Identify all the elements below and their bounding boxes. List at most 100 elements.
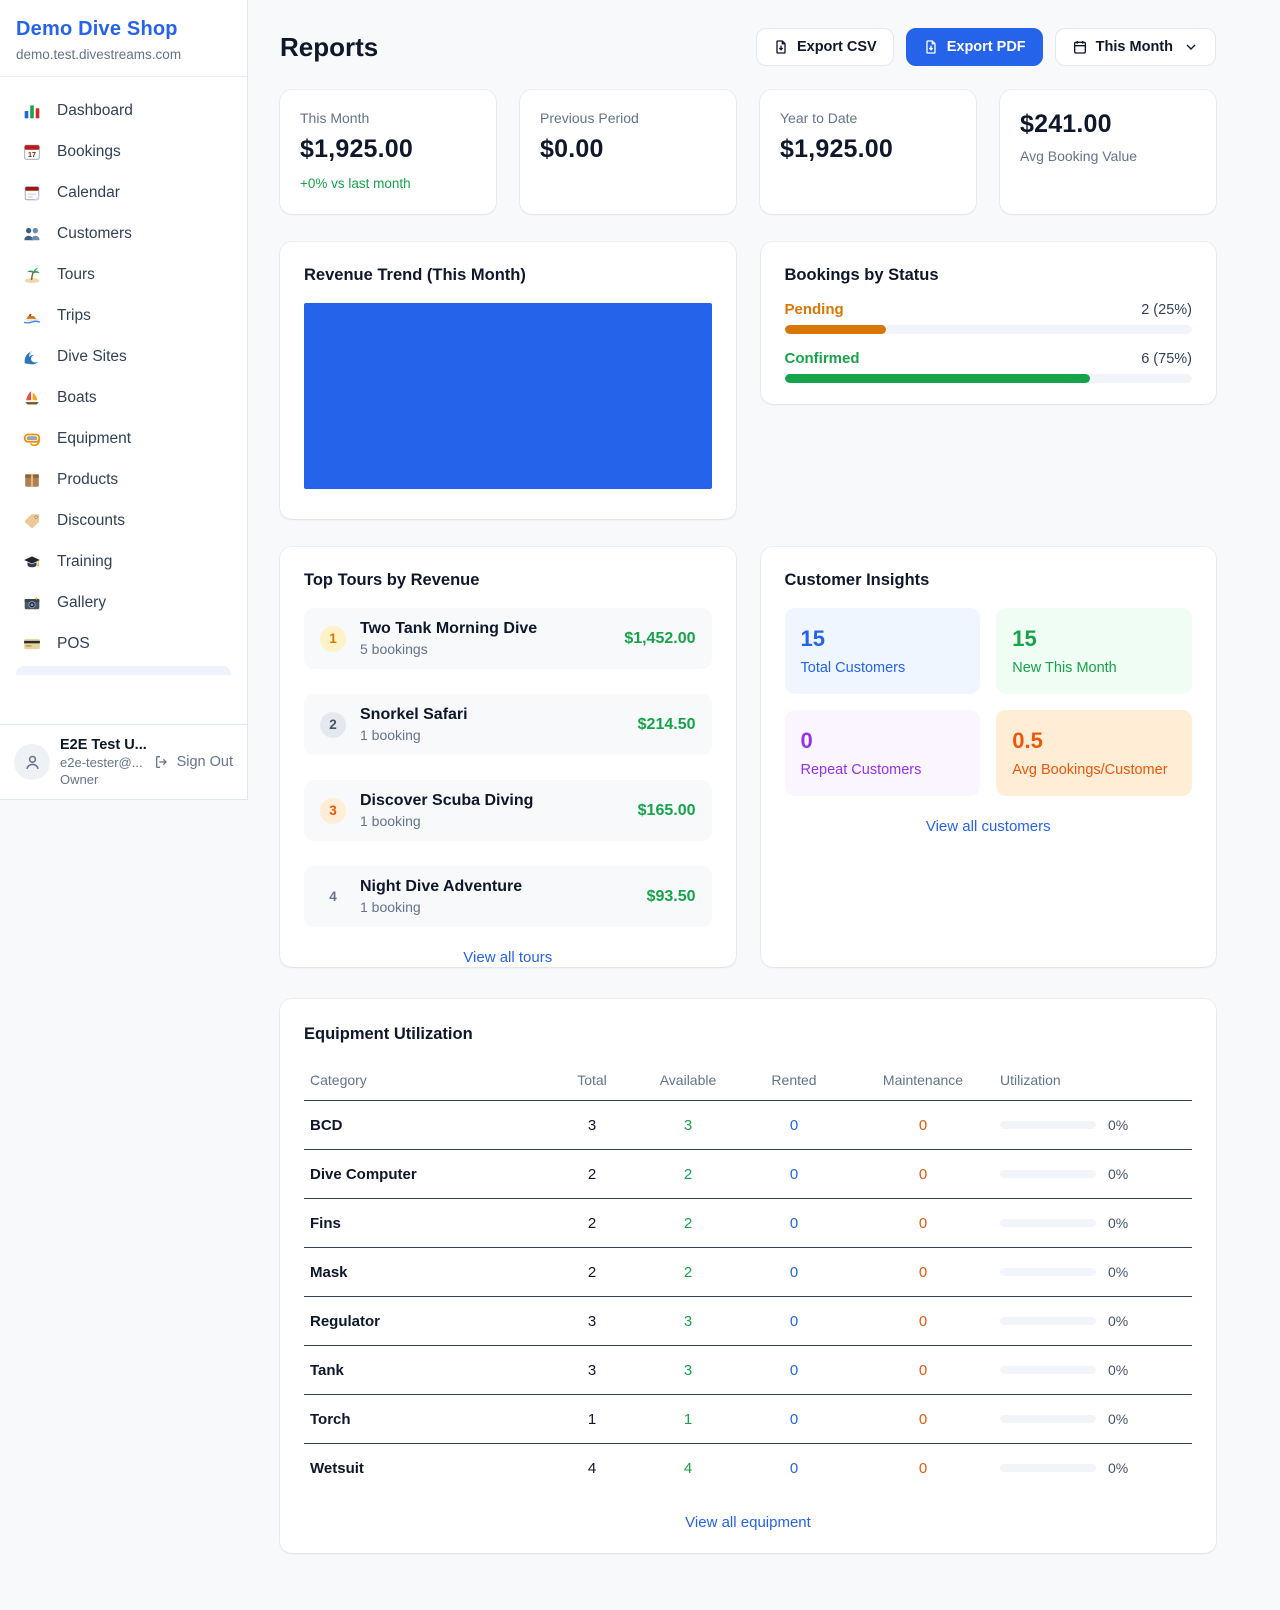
sidebar-item-equipment[interactable]: Equipment [8,419,239,459]
sidebar-header: Demo Dive Shop demo.test.divestreams.com [0,0,247,77]
cell-rented: 0 [736,1443,852,1492]
utilization-bar-track [1000,1464,1096,1472]
revenue-trend-chart [304,303,712,489]
sidebar-item-reports-partial[interactable] [16,666,231,675]
tour-name: Two Tank Morning Dive [360,620,538,637]
people-icon [22,224,42,244]
table-row: Torch 1 1 0 0 0% [304,1394,1192,1444]
tour-bookings: 1 booking [360,727,421,743]
sidebar-item-products[interactable]: Products [8,460,239,500]
user-name: E2E Test U... [60,737,147,753]
utilization-bar-track [1000,1219,1096,1227]
sidebar-item-label: POS [57,635,90,652]
cell-maintenance: 0 [852,1394,994,1444]
view-all-customers-link[interactable]: View all customers [925,818,1051,835]
status-row-confirmed: Confirmed 6 (75%) [784,350,1192,383]
utilization-text: 0% [1108,1313,1129,1329]
stat-label: Year to Date [780,110,858,126]
column-header-utilization: Utilization [994,1062,1192,1101]
period-dropdown[interactable]: This Month [1054,28,1216,66]
stat-value: $1,925.00 [780,135,894,163]
utilization-cell: 0% [1000,1346,1186,1394]
customer-insights-title: Customer Insights [784,571,930,589]
sidebar-item-training[interactable]: Training [8,542,239,582]
sidebar-item-dashboard[interactable]: Dashboard [8,91,239,131]
insight-tile-new-this-month: 15 New This Month [996,608,1192,694]
sidebar-item-label: Calendar [57,184,120,201]
cell-category: Dive Computer [304,1149,544,1199]
table-row: Mask 2 2 0 0 0% [304,1247,1192,1297]
avatar [14,744,50,780]
user-meta: E2E Test U... e2e-tester@... Owner [60,737,147,787]
cell-maintenance: 0 [852,1149,994,1199]
sailboat-icon [22,388,42,408]
cell-rented: 0 [736,1198,852,1248]
user-role: Owner [60,772,99,787]
cell-total: 3 [587,1116,597,1134]
view-all-equipment-link[interactable]: View all equipment [685,1514,811,1531]
status-label: Confirmed [784,350,860,367]
sidebar-item-discounts[interactable]: Discounts [8,501,239,541]
rank-badge: 1 [320,625,346,652]
revenue-trend-title: Revenue Trend (This Month) [304,266,526,284]
stat-card-year-to-date: Year to Date $1,925.00 [760,90,976,214]
cell-available: 3 [640,1345,736,1395]
sidebar-item-gallery[interactable]: Gallery [8,583,239,623]
charts-row: Revenue Trend (This Month) Bookings by S… [280,242,1216,519]
sidebar-item-label: Dashboard [57,102,133,119]
sidebar-item-bookings[interactable]: 17 Bookings [8,132,239,172]
utilization-cell: 0% [1000,1248,1186,1296]
utilization-text: 0% [1108,1460,1129,1476]
user-panel: E2E Test U... e2e-tester@... Owner Sign … [0,724,247,799]
table-row: Wetsuit 4 4 0 0 0% [304,1443,1192,1492]
sidebar-item-pos[interactable]: POS [8,624,239,664]
export-csv-button[interactable]: Export CSV [755,28,894,66]
tour-bookings: 1 booking [360,813,421,829]
tour-list-item: 4 Night Dive Adventure 1 booking $93.50 [304,866,712,927]
sidebar-item-label: Discounts [57,512,126,529]
bookings-by-status-title: Bookings by Status [784,266,939,284]
sidebar-item-calendar[interactable]: Calendar [8,173,239,213]
insight-value: 15 [800,626,825,651]
top-tours-title: Top Tours by Revenue [304,571,480,589]
sidebar-item-boats[interactable]: Boats [8,378,239,418]
cell-maintenance: 0 [852,1345,994,1395]
sidebar-item-label: Bookings [57,143,121,160]
camera-icon [22,593,42,613]
cell-maintenance: 0 [852,1443,994,1492]
stats-row: This Month $1,925.00 +0% vs last month P… [280,90,1216,214]
cell-rented: 0 [736,1247,852,1297]
equipment-table: Category Total Available Rented Maintena… [304,1062,1192,1492]
stat-card-avg-booking-value: $241.00 Avg Booking Value [1000,90,1216,214]
table-row: Dive Computer 2 2 0 0 0% [304,1149,1192,1199]
dive-mask-icon [22,429,42,449]
stat-label: Avg Booking Value [1020,148,1138,164]
insight-value: 15 [1012,626,1037,651]
cell-category: Regulator [304,1296,544,1346]
column-header-category: Category [304,1062,544,1101]
sidebar-item-dive-sites[interactable]: Dive Sites [8,337,239,377]
sidebar-item-label: Products [57,471,119,488]
utilization-bar-track [1000,1366,1096,1374]
view-all-tours-link[interactable]: View all tours [463,949,553,966]
sidebar-item-tours[interactable]: Tours [8,255,239,295]
sign-out-button[interactable]: Sign Out [154,754,233,770]
utilization-bar-track [1000,1170,1096,1178]
insight-value: 0.5 [1012,728,1043,753]
cell-maintenance: 0 [852,1296,994,1346]
utilization-text: 0% [1108,1117,1129,1133]
calendar-icon [1073,41,1086,54]
cell-total: 2 [544,1247,640,1297]
export-pdf-button[interactable]: Export PDF [905,28,1043,66]
cell-total: 2 [544,1198,640,1248]
sign-out-label: Sign Out [176,754,233,770]
sidebar-item-customers[interactable]: Customers [8,214,239,254]
utilization-cell: 0% [1000,1101,1186,1149]
column-header-rented: Rented [736,1062,852,1101]
sidebar-item-trips[interactable]: Trips [8,296,239,336]
period-label: This Month [1095,39,1173,55]
sidebar-item-label: Training [57,553,113,570]
rank-badge: 4 [329,889,337,904]
utilization-bar-track [1000,1121,1096,1129]
shop-name: Demo Dive Shop [16,18,178,40]
